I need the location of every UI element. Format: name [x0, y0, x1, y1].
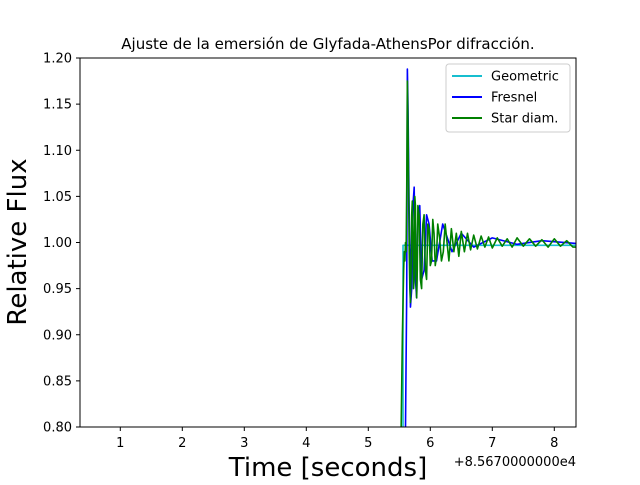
legend-label-fresnel: Fresnel	[491, 91, 537, 106]
x-tick-label: 7	[488, 436, 496, 451]
series-line-star-diam	[400, 80, 576, 427]
x-tick-label: 5	[364, 436, 372, 451]
y-tick-label: 1.10	[43, 144, 72, 159]
x-tick-label: 8	[550, 436, 558, 451]
y-tick-label: 0.90	[43, 328, 72, 343]
x-tick-label: 6	[426, 436, 434, 451]
chart-title: Ajuste de la emersión de Glyfada-AthensP…	[121, 35, 534, 53]
y-axis-label: Relative Flux	[3, 158, 33, 325]
x-axis-offset-label: +8.5670000000e4	[454, 455, 576, 470]
series-layer	[400, 68, 576, 427]
x-tick-label: 1	[116, 436, 124, 451]
y-tick-label: 1.15	[43, 98, 72, 113]
x-tick-label: 2	[178, 436, 186, 451]
x-tick-label: 3	[240, 436, 248, 451]
legend-label-geometric: Geometric	[491, 70, 559, 85]
y-tick-label: 1.05	[43, 190, 72, 205]
x-axis-ticks: 1 2 3 4 5 6 7 8	[116, 427, 558, 451]
y-tick-label: 1.20	[43, 52, 72, 67]
legend-label-star-diam: Star diam.	[491, 112, 558, 127]
y-tick-label: 0.85	[43, 374, 72, 389]
y-tick-label: 1.00	[43, 236, 72, 251]
y-tick-label: 0.95	[43, 282, 72, 297]
y-tick-label: 0.80	[43, 421, 72, 436]
y-axis-ticks: 0.80 0.85 0.90 0.95 1.00 1.05 1.10 1.15 1.20	[43, 52, 80, 436]
legend-frame	[445, 63, 571, 133]
legend: Geometric Fresnel Star diam.	[445, 63, 571, 133]
x-axis-label: Time [seconds]	[228, 453, 427, 480]
x-tick-label: 4	[302, 436, 310, 451]
